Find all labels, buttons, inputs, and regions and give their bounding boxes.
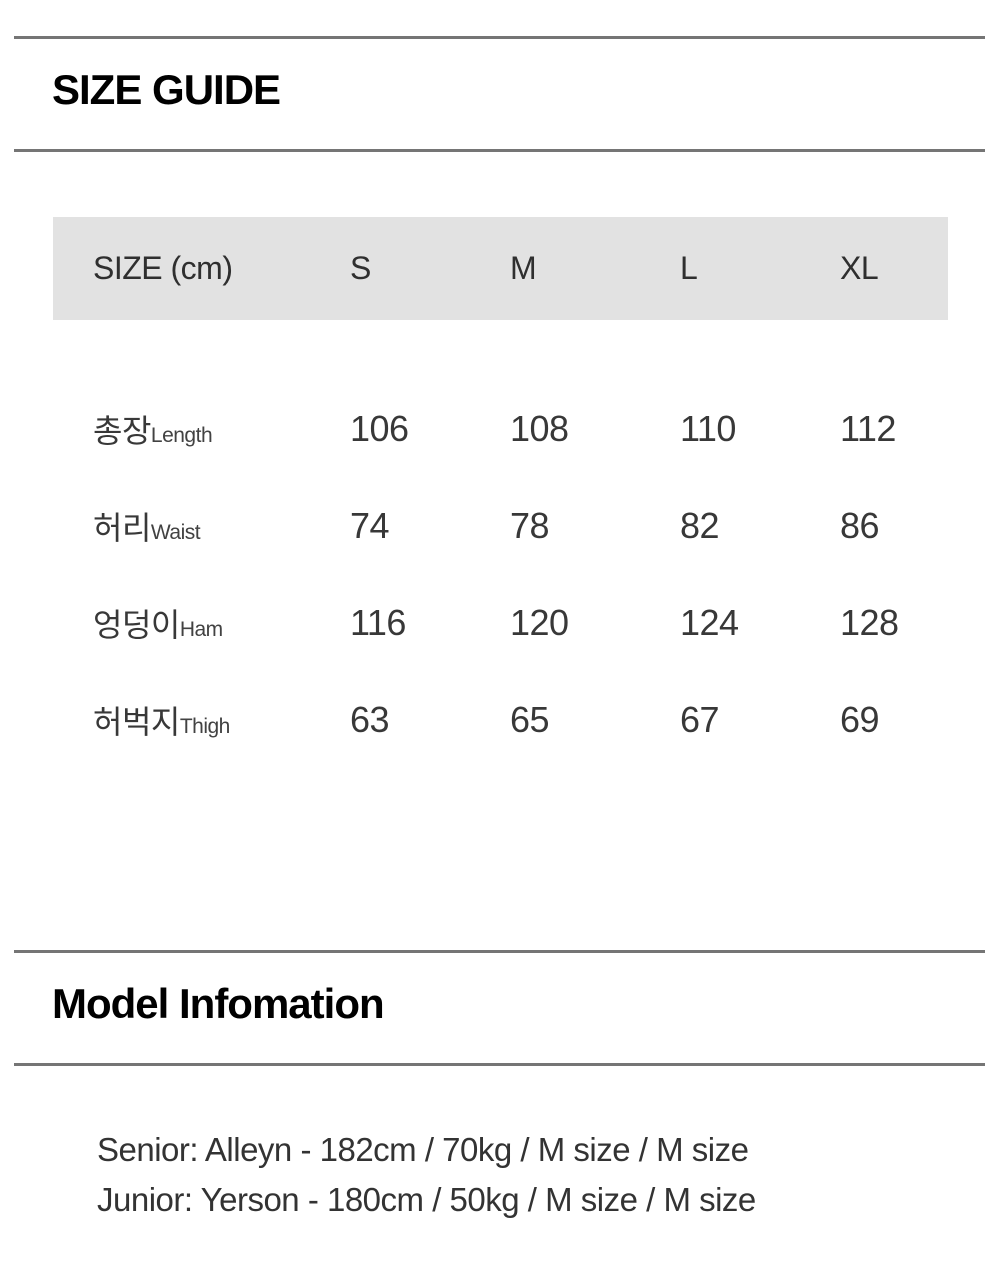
row-value-s: 116	[350, 601, 406, 643]
row-value-m: 65	[510, 698, 550, 740]
size-guide-title: SIZE GUIDE	[52, 66, 281, 113]
row-value-s: 106	[350, 407, 409, 449]
row-label: 허벅지Thigh	[93, 697, 350, 743]
row-value-s: 63	[350, 698, 390, 740]
row-label: 허리Waist	[93, 503, 350, 549]
table-row-thigh: 허벅지Thigh 63 65 67 69	[93, 671, 948, 768]
model-info-lines: Senior: Alleyn - 182cm / 70kg / M size /…	[97, 1125, 1000, 1225]
row-value-s: 74	[350, 504, 390, 546]
row-label-english: Waist	[150, 520, 201, 544]
size-table-header: SIZE (cm) S M L XL	[53, 217, 948, 320]
table-row-waist: 허리Waist 74 78 82 86	[93, 477, 948, 574]
row-value-l: 82	[680, 504, 720, 546]
row-label-korean: 총장	[93, 412, 151, 449]
row-value-m: 120	[510, 601, 569, 643]
size-table: SIZE (cm) S M L XL 총장Length 106 108 110 …	[0, 217, 1000, 768]
size-guide-section: SIZE GUIDE SIZE (cm) S M L XL 총장Length 1…	[0, 36, 1000, 768]
size-column-l: L	[680, 250, 698, 286]
row-label-english: Thigh	[179, 714, 231, 738]
size-column-s: S	[350, 250, 371, 286]
model-info-title-divider	[14, 1063, 985, 1066]
row-value-l: 67	[680, 698, 720, 740]
size-column-m: M	[510, 250, 537, 286]
top-divider	[14, 36, 985, 39]
row-label-korean: 엉덩이	[93, 606, 180, 643]
row-value-xl: 86	[840, 504, 880, 546]
model-info-junior: Junior: Yerson - 180cm / 50kg / M size /…	[97, 1181, 756, 1218]
row-label-korean: 허리	[93, 509, 151, 546]
size-table-body: 총장Length 106 108 110 112 허리Waist 74 78 8…	[53, 380, 948, 768]
row-label-english: Ham	[179, 617, 223, 641]
row-value-m: 108	[510, 407, 569, 449]
row-label: 엉덩이Ham	[93, 600, 350, 646]
row-value-l: 110	[680, 407, 736, 449]
size-column-xl: XL	[840, 250, 879, 286]
table-row-length: 총장Length 106 108 110 112	[93, 380, 948, 477]
model-info-senior: Senior: Alleyn - 182cm / 70kg / M size /…	[97, 1131, 749, 1168]
size-guide-title-divider	[14, 149, 985, 152]
row-value-xl: 69	[840, 698, 880, 740]
row-label-korean: 허벅지	[93, 703, 180, 740]
row-value-m: 78	[510, 504, 550, 546]
size-unit-header: SIZE (cm)	[93, 250, 233, 286]
table-row-ham: 엉덩이Ham 116 120 124 128	[93, 574, 948, 671]
row-label-english: Length	[150, 423, 213, 447]
row-label: 총장Length	[93, 406, 350, 452]
row-value-xl: 112	[840, 407, 896, 449]
row-value-xl: 128	[840, 601, 899, 643]
row-value-l: 124	[680, 601, 739, 643]
model-info-title: Model Infomation	[52, 980, 385, 1027]
model-information-section: Model Infomation Senior: Alleyn - 182cm …	[0, 950, 1000, 1225]
model-info-top-divider	[14, 950, 985, 953]
